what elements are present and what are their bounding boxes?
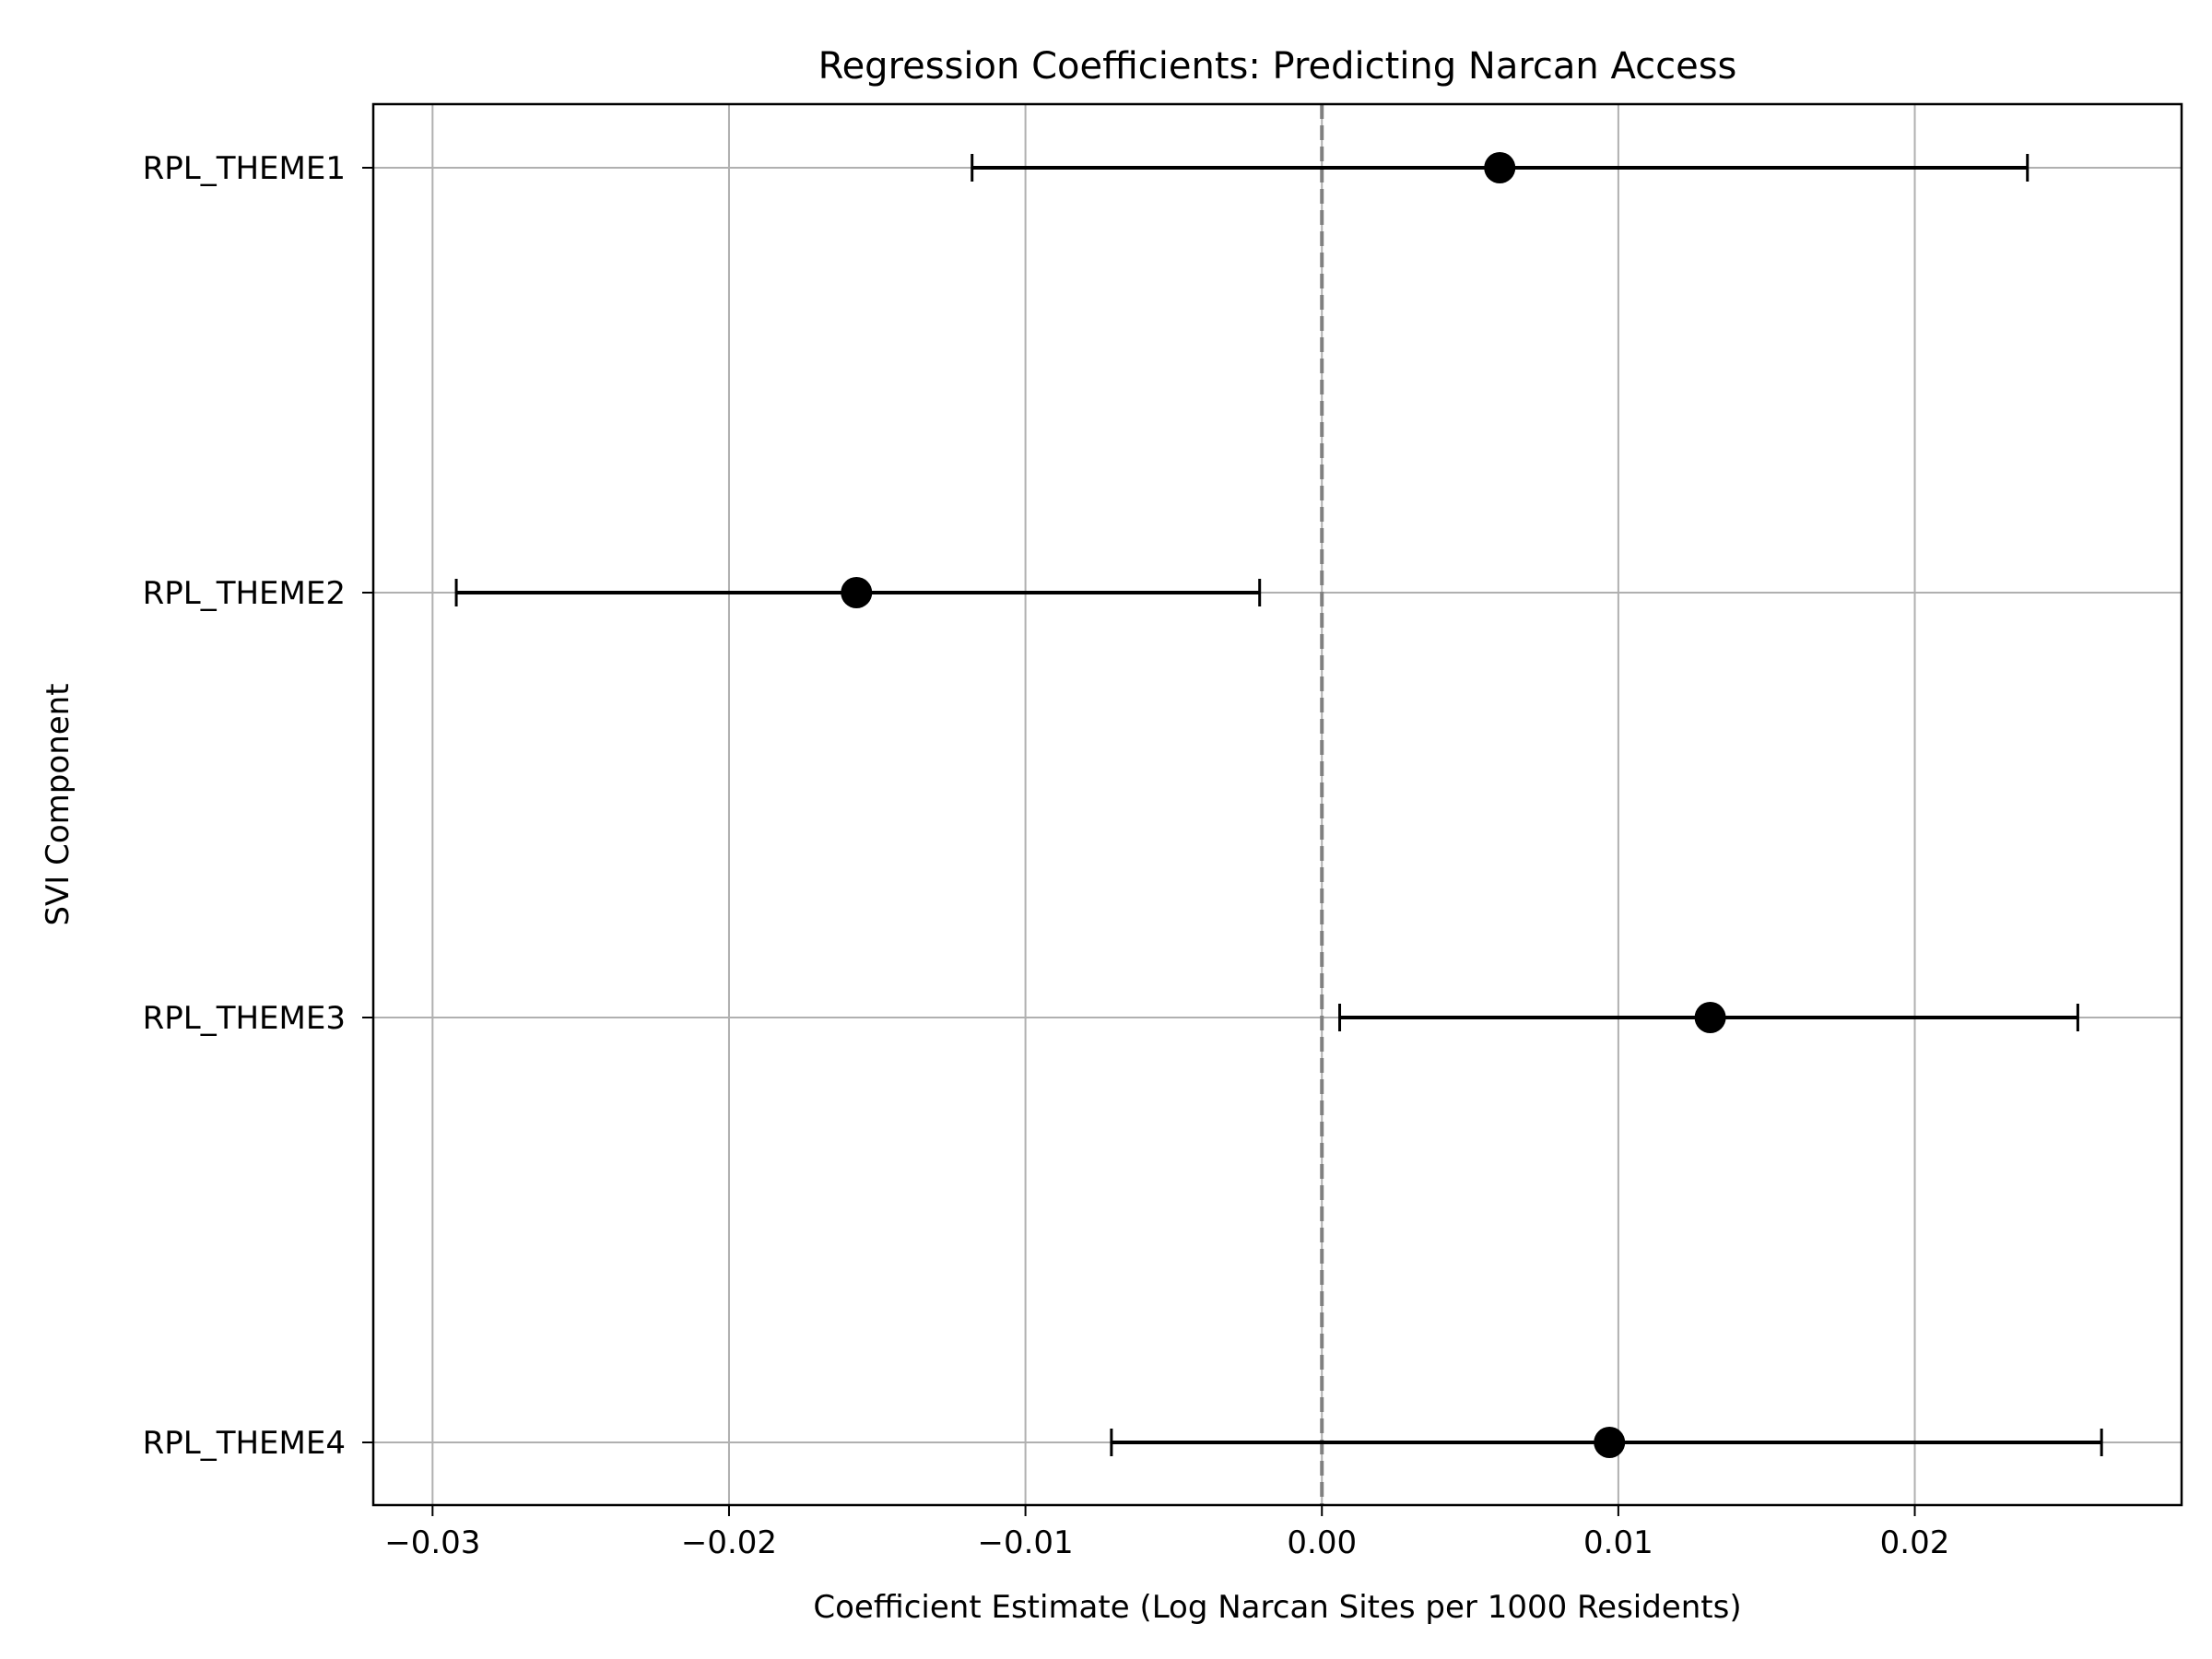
data-series [454,152,2103,1458]
x-tick-label: −0.03 [384,1524,480,1561]
y-tick-label: RPL_THEME4 [143,1425,346,1462]
coefficient-point [1594,1427,1626,1458]
coefficient-point [841,577,873,608]
y-tick-label: RPL_THEME1 [143,150,346,187]
x-tick-label: −0.01 [978,1524,1074,1561]
y-axis-label: SVI Component [40,683,76,925]
x-tick-label: 0.01 [1583,1524,1653,1561]
x-tick-label: −0.02 [681,1524,777,1561]
coefficient-point [1694,1002,1726,1033]
axis-ticks: −0.03 −0.02 −0.01 0.00 0.01 0.02 RPL_THEME1 RPL… [143,150,1950,1561]
coefficient-point [1484,152,1516,183]
y-tick-label: RPL_THEME3 [143,1000,346,1037]
chart-title: Regression Coefficients: Predicting Narc… [818,45,1737,88]
y-tick-label: RPL_THEME2 [143,575,346,612]
x-tick-label: 0.00 [1287,1524,1357,1561]
plot-frame [371,102,2183,1507]
x-tick-label: 0.02 [1880,1524,1950,1561]
x-axis-label: Coefficient Estimate (Log Narcan Sites p… [813,1589,1741,1626]
